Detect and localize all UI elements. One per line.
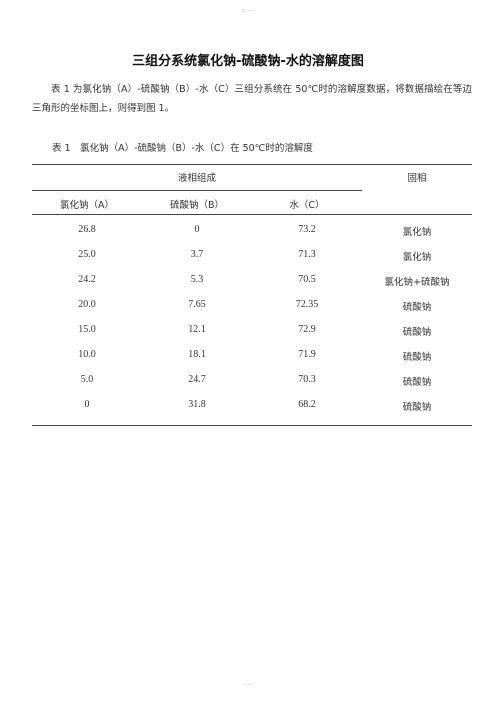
cell-b: 31.8: [188, 399, 206, 410]
table-top-rule: [32, 164, 472, 165]
cell-c: 72.9: [298, 324, 316, 335]
solid-phase-header: 固相: [407, 173, 427, 184]
cell-c: 71.9: [298, 349, 316, 360]
header-bottom-rule: [32, 214, 472, 215]
cell-solid: 硫酸钠: [402, 302, 432, 313]
column-header-c: 水（C）: [289, 200, 325, 211]
table-caption: 表 1 氯化钠（A）-硫酸钠（B）-水（C）在 50℃时的溶解度: [52, 143, 313, 154]
cell-b: 24.7: [188, 374, 206, 385]
cell-c: 72.35: [295, 299, 319, 310]
cell-b: 7.65: [188, 299, 206, 310]
cell-a: 0: [84, 399, 90, 410]
cell-a: 20.0: [78, 299, 96, 310]
cell-solid: 氯化钠: [402, 252, 432, 263]
cell-c: 70.5: [298, 274, 316, 285]
cell-a: 10.0: [78, 349, 96, 360]
cell-a: 15.0: [78, 324, 96, 335]
cell-a: 25.0: [78, 249, 96, 260]
cell-solid: 氯化钠+硫酸钠: [384, 277, 450, 288]
cell-c: 73.2: [298, 224, 316, 235]
document-title: 三组分系统氯化钠-硫酸钠-水的溶解度图: [132, 54, 364, 69]
intro-paragraph: 表 1 为氯化钠（A）-硫酸钠（B）-水（C）三组分系统在 50℃时的溶解度数据…: [32, 84, 472, 114]
cell-solid: 硫酸钠: [402, 402, 432, 413]
cell-a: 24.2: [78, 274, 96, 285]
cell-a: 5.0: [80, 374, 94, 385]
group-header-rule: [32, 190, 362, 191]
cell-solid: 硫酸钠: [402, 327, 432, 338]
cell-c: 68.2: [298, 399, 316, 410]
cell-b: 0: [194, 224, 200, 235]
cell-a: 26.8: [78, 224, 96, 235]
cell-c: 70.3: [298, 374, 316, 385]
solubility-table: 液相组成 固相 氯化钠（A） 硫酸钠（B） 水（C） 26.8 0 73.2 氯…: [32, 164, 472, 426]
column-header-b: 硫酸钠（B）: [169, 200, 225, 211]
cell-b: 18.1: [188, 349, 206, 360]
column-header-a: 氯化钠（A）: [60, 200, 114, 211]
table-bottom-rule: [32, 425, 472, 426]
liquid-phase-header: 液相组成: [177, 173, 216, 184]
cell-b: 5.3: [190, 274, 204, 285]
cell-solid: 硫酸钠: [402, 377, 432, 388]
page-header-mark: 二·一一: [241, 8, 255, 13]
cell-c: 71.3: [298, 249, 316, 260]
page-footer-mark: 一·一: [243, 682, 253, 687]
cell-solid: 氯化钠: [402, 227, 432, 238]
cell-b: 12.1: [188, 324, 206, 335]
cell-b: 3.7: [190, 249, 204, 260]
cell-solid: 硫酸钠: [402, 352, 432, 363]
